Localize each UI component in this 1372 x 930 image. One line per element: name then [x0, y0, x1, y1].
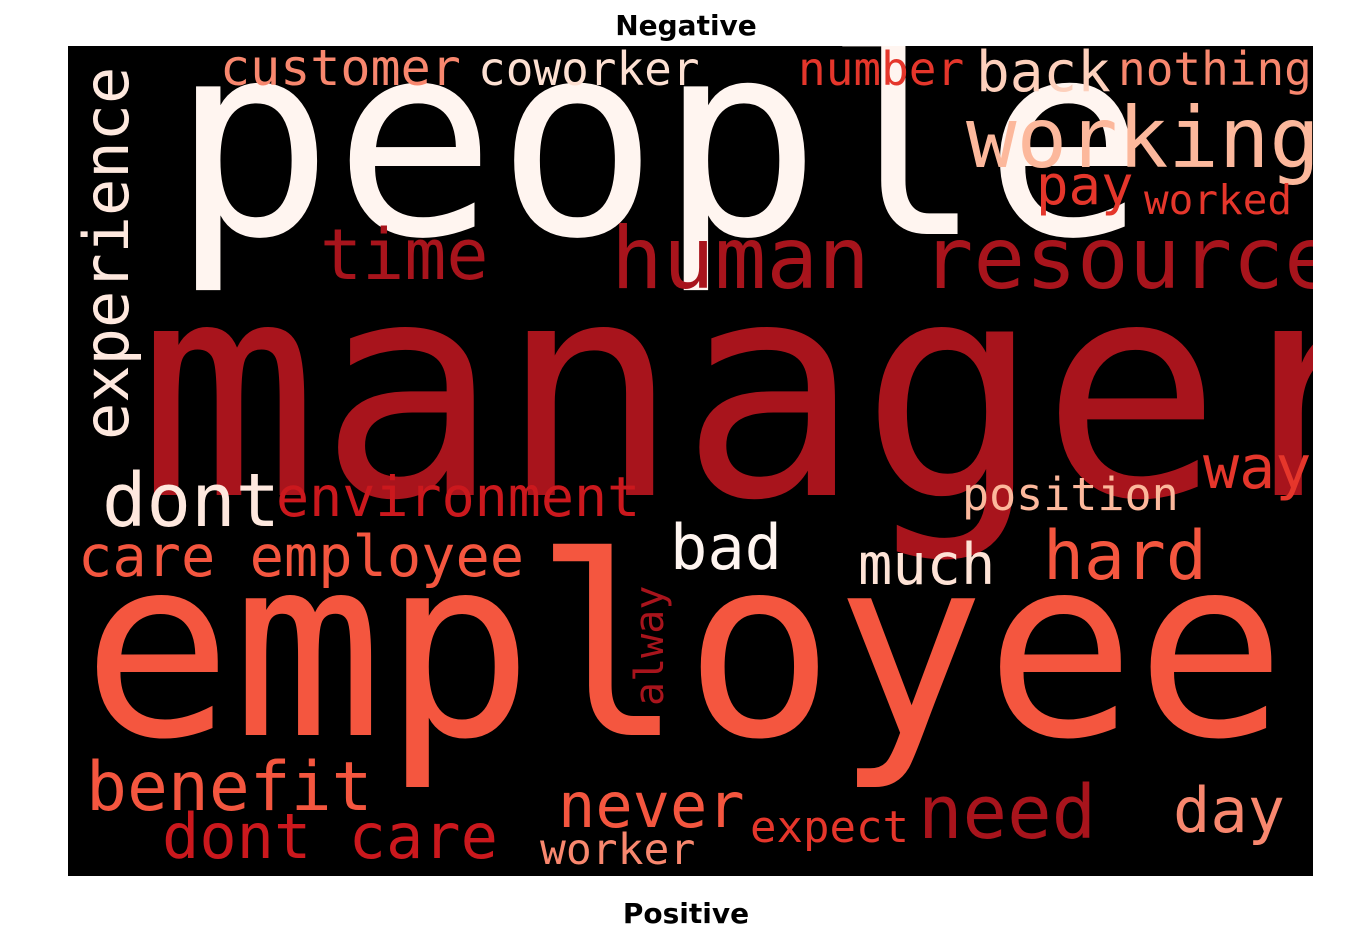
word-day: day: [1173, 774, 1285, 847]
word-worked: worked: [1144, 176, 1293, 224]
word-benefit: benefit: [86, 748, 373, 827]
word-need: need: [918, 770, 1097, 856]
word-much: much: [858, 532, 996, 598]
word-alway: alway: [627, 585, 673, 706]
wordcloud-title: Negative: [615, 9, 757, 42]
word-coworker: coworker: [478, 46, 700, 96]
word-customer: customer: [220, 46, 461, 97]
word-bad: bad: [670, 511, 782, 584]
word-position: position: [962, 468, 1179, 521]
word-care-employee: care employee: [78, 524, 525, 590]
word-dont: dont: [102, 458, 281, 544]
word-hard: hard: [1043, 517, 1207, 596]
word-working: working: [966, 89, 1313, 187]
word-back: back: [976, 46, 1111, 105]
word-expect: expect: [750, 802, 909, 853]
word-people: people: [171, 46, 1147, 298]
word-way: way: [1203, 433, 1312, 503]
word-worker: worker: [540, 825, 696, 875]
word-cloud: people manager employee human resource w…: [68, 46, 1313, 876]
word-never: never: [558, 769, 745, 842]
word-employee: employee: [82, 503, 1287, 794]
word-time: time: [320, 214, 489, 296]
word-dont-care: dont care: [162, 800, 498, 873]
word-environment: environment: [276, 465, 641, 529]
word-nothing: nothing: [1118, 46, 1312, 96]
word-human-resource: human resource: [611, 209, 1313, 309]
word-number: number: [798, 46, 965, 96]
word-pay: pay: [1036, 154, 1134, 217]
word-experience: experience: [70, 66, 143, 440]
wordcloud-title-next: Positive: [622, 897, 750, 930]
word-manager: manager: [138, 217, 1313, 566]
